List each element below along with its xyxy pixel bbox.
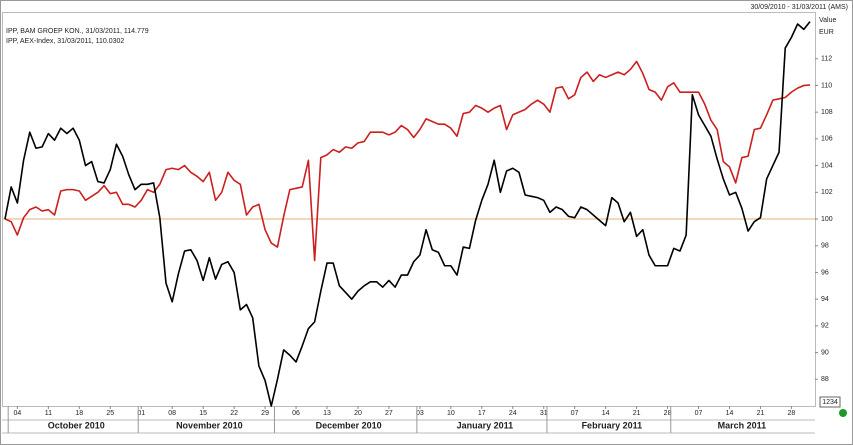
y-tick-label: 92 [821, 323, 829, 330]
legend-entry: IPP, BAM GROEP KON., 31/03/2011, 114.779 [6, 28, 149, 35]
x-tick-label: 04 [13, 410, 21, 417]
y-tick-label: 102 [821, 189, 833, 196]
x-tick-label: 22 [230, 410, 238, 417]
plot-area [2, 12, 816, 407]
series-line [4, 60, 811, 262]
x-tick-label: 14 [726, 410, 734, 417]
x-tick-label: 17 [478, 410, 486, 417]
y-tick-label: 98 [821, 243, 829, 250]
status-dot [839, 409, 847, 417]
x-tick-label: 28 [788, 410, 796, 417]
x-tick-label: 03 [416, 410, 424, 417]
x-tick-label: 24 [509, 410, 517, 417]
x-tick-label: 01 [137, 410, 145, 417]
x-tick-label: 20 [354, 410, 362, 417]
month-label: November 2010 [176, 420, 243, 430]
y-axis-label: Value [819, 17, 836, 24]
y-tick-label: 88 [821, 376, 829, 383]
x-tick-label: 07 [695, 410, 703, 417]
x-tick-label: 21 [633, 410, 641, 417]
x-tick-label: 21 [757, 410, 765, 417]
y-axis-unit: EUR [819, 29, 834, 36]
y-tick-label: 112 [821, 56, 832, 63]
legend-entry: IPP, AEX-Index, 31/03/2011, 110.0302 [6, 38, 124, 45]
x-tick-label: 15 [199, 410, 207, 417]
x-tick-label: 13 [323, 410, 331, 417]
x-tick-label: 07 [571, 410, 579, 417]
month-label: March 2011 [718, 420, 767, 430]
x-tick-label: 08 [168, 410, 176, 417]
badge-box [819, 396, 841, 408]
x-tick-label: 14 [602, 410, 610, 417]
x-tick-label: 18 [75, 410, 83, 417]
y-tick-label: 104 [821, 162, 833, 169]
y-tick-label: 106 [821, 136, 833, 143]
x-tick-label: 28 [664, 410, 672, 417]
month-label: January 2011 [457, 420, 514, 430]
y-tick-label: 94 [821, 296, 829, 303]
month-label: February 2011 [582, 420, 643, 430]
y-tick-label: 96 [821, 269, 829, 276]
date-range: 30/09/2010 - 31/03/2011 (AMS) [750, 4, 848, 11]
y-tick-label: 100 [821, 216, 833, 223]
month-label: December 2010 [316, 420, 382, 430]
y-tick-label: 110 [821, 82, 832, 89]
y-tick-label: 90 [821, 349, 829, 356]
x-tick-label: 27 [385, 410, 393, 417]
series-line [4, 21, 811, 407]
y-tick-label: 108 [821, 109, 833, 116]
x-tick-label: 25 [106, 410, 114, 417]
x-tick-label: 11 [45, 410, 52, 417]
x-tick-label: 06 [292, 410, 300, 417]
month-label: October 2010 [48, 420, 105, 430]
badge: 1234 [822, 399, 838, 406]
x-tick-label: 10 [447, 410, 455, 417]
x-tick-label: 31 [540, 410, 548, 417]
x-tick-label: 29 [261, 410, 269, 417]
